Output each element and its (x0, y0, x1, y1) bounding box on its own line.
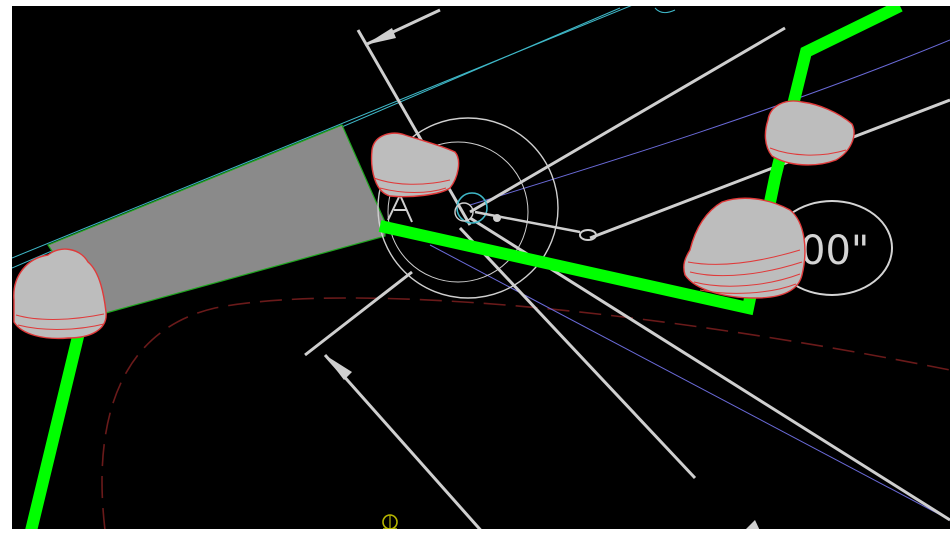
dimension-label-text: 00" (800, 228, 869, 274)
boulder-icon[interactable] (683, 197, 806, 299)
boulder-icon[interactable] (764, 100, 855, 166)
arrowhead-icon (365, 28, 396, 45)
snap-radius-circle-inner[interactable] (387, 141, 529, 283)
lower-line-blue[interactable] (429, 244, 950, 521)
arrowhead-icon (325, 355, 352, 380)
cad-drawing-viewport[interactable]: 00" (12, 6, 950, 529)
drawing-canvas[interactable]: 00" (12, 6, 950, 529)
dimension-leader-3[interactable] (589, 98, 950, 240)
offset-arc-cyan[interactable] (654, 7, 676, 14)
boulder-icon[interactable] (13, 248, 107, 340)
dimension-leader-6[interactable] (304, 270, 413, 357)
tree-marker-icon[interactable] (382, 514, 398, 529)
control-point-icon[interactable] (454, 192, 597, 241)
dimension-leader-1[interactable] (356, 29, 472, 226)
dimension-line-bottom[interactable] (323, 354, 485, 529)
dimension-leader-2[interactable] (469, 26, 786, 214)
snap-radius-circle-outer[interactable] (377, 117, 559, 299)
pole-base-icon[interactable] (387, 192, 413, 223)
property-boundary-left[interactable] (25, 312, 90, 529)
boulder-icon[interactable] (370, 132, 460, 198)
dashed-property-line[interactable] (101, 297, 950, 529)
dimension-leader-5[interactable] (458, 226, 697, 480)
arrowhead-icon (746, 520, 760, 529)
offset-line-cyan-2[interactable] (12, 6, 645, 259)
centerline-curve-blue[interactable] (469, 39, 950, 206)
property-boundary-main[interactable] (378, 6, 903, 316)
